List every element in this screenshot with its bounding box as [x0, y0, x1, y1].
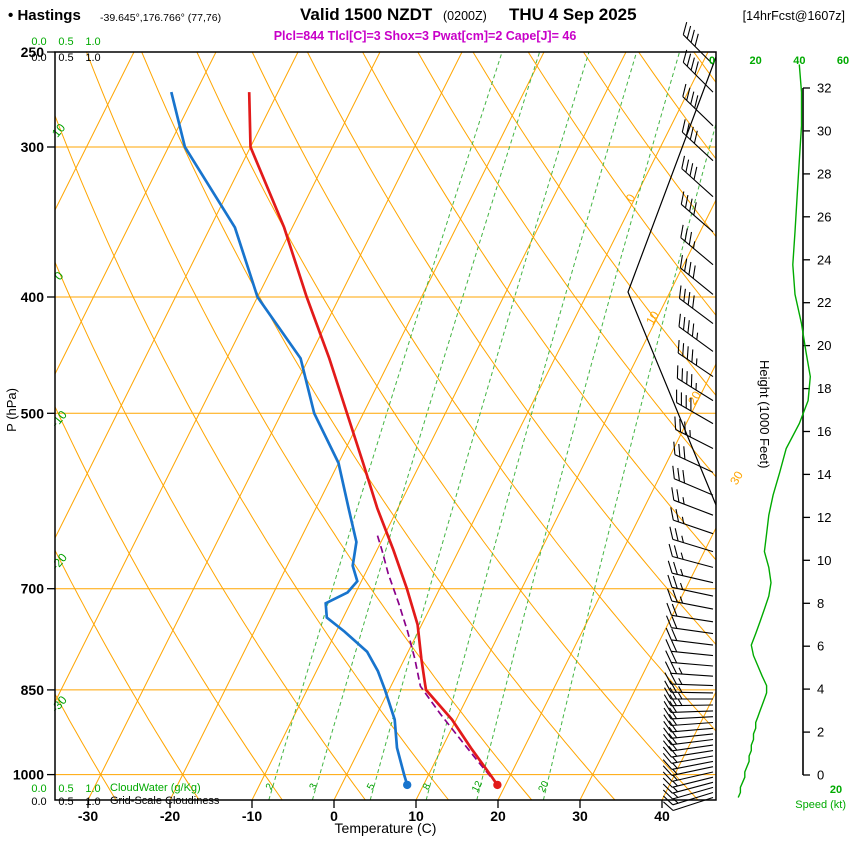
svg-text:16: 16	[817, 424, 831, 439]
svg-text:20: 20	[830, 784, 842, 796]
svg-text:700: 700	[21, 581, 45, 597]
svg-text:0.5: 0.5	[58, 36, 73, 48]
svg-text:30: 30	[727, 468, 746, 487]
isobar-grid	[55, 146, 716, 776]
svg-text:10: 10	[49, 121, 69, 140]
speed-profile	[737, 64, 812, 798]
svg-text:-30: -30	[48, 693, 70, 716]
svg-text:0.5: 0.5	[58, 783, 73, 795]
svg-text:10: 10	[643, 308, 662, 327]
svg-text:30: 30	[817, 123, 831, 138]
svg-text:14: 14	[817, 467, 831, 482]
temperature-axis: -30 -20 -10 0 10 20 30 40	[78, 800, 670, 824]
isotherm-grid	[55, 52, 716, 800]
valid-date: THU 4 Sep 2025	[509, 5, 637, 24]
dry-adiabats	[55, 52, 716, 800]
svg-text:32: 32	[817, 81, 831, 96]
svg-text:40: 40	[793, 55, 805, 67]
svg-text:20: 20	[685, 388, 704, 407]
height-axis-title: Height (1000 Feet)	[757, 360, 772, 469]
cloudwater-scale-label: CloudWater (g/Kg)	[110, 782, 201, 794]
station-coords: -39.645°,176.766° (77,76)	[100, 12, 222, 24]
dewpoint-trace	[169, 91, 409, 786]
svg-text:20: 20	[537, 779, 552, 794]
svg-text:28: 28	[817, 166, 831, 181]
svg-text:10: 10	[408, 808, 424, 824]
svg-text:500: 500	[21, 405, 45, 421]
svg-text:4: 4	[817, 682, 824, 697]
valid-time: Valid 1500 NZDT	[300, 5, 433, 24]
svg-text:-20: -20	[160, 808, 180, 824]
pressure-axis: 250 300 400 500 700 850 1000	[13, 44, 55, 783]
svg-text:8: 8	[817, 596, 824, 611]
svg-text:18: 18	[817, 381, 831, 396]
plot-frame	[54, 51, 717, 801]
wind-barbs	[662, 21, 714, 812]
svg-text:20: 20	[817, 338, 831, 353]
svg-text:30: 30	[572, 808, 588, 824]
surface-temp-dot	[493, 780, 502, 790]
svg-text:0: 0	[709, 55, 715, 67]
svg-text:1.0: 1.0	[85, 52, 100, 64]
svg-text:-10: -10	[48, 408, 70, 431]
svg-text:20: 20	[490, 808, 506, 824]
svg-text:2: 2	[264, 781, 277, 791]
pressure-axis-title: P (hPa)	[4, 388, 19, 432]
svg-text:-10: -10	[242, 808, 262, 824]
valid-time-utc: (0200Z)	[443, 9, 487, 23]
svg-text:60: 60	[837, 55, 849, 67]
svg-text:0: 0	[330, 808, 338, 824]
svg-text:1.0: 1.0	[85, 796, 100, 808]
svg-text:300: 300	[21, 139, 45, 155]
temperature-trace	[247, 92, 499, 786]
svg-text:1000: 1000	[13, 767, 44, 783]
svg-text:1.0: 1.0	[85, 783, 100, 795]
svg-text:8: 8	[421, 781, 434, 791]
svg-text:850: 850	[21, 682, 45, 698]
svg-text:26: 26	[817, 209, 831, 224]
svg-text:400: 400	[21, 289, 45, 305]
surface-dots	[403, 780, 502, 790]
svg-text:0.5: 0.5	[58, 796, 73, 808]
svg-text:5: 5	[365, 781, 378, 791]
svg-text:0.0: 0.0	[31, 36, 46, 48]
station-bullet-icon: •	[8, 7, 14, 24]
svg-text:0.0: 0.0	[31, 52, 46, 64]
svg-text:2: 2	[817, 725, 824, 740]
svg-text:40: 40	[654, 808, 670, 824]
svg-text:24: 24	[817, 252, 831, 267]
svg-text:-30: -30	[78, 808, 98, 824]
svg-text:22: 22	[817, 295, 831, 310]
svg-text:6: 6	[817, 639, 824, 654]
mixing-ratio-lines	[268, 52, 716, 800]
svg-text:12: 12	[817, 510, 831, 525]
forecast-hour: [14hrFcst@1607z]	[742, 9, 845, 23]
cloudiness-scale-label: Grid-Scale Cloudiness	[110, 795, 220, 807]
svg-text:-20: -20	[48, 550, 70, 573]
svg-text:12: 12	[470, 779, 485, 794]
svg-text:250: 250	[21, 44, 45, 60]
temperature-axis-title: Temperature (C)	[334, 820, 437, 836]
svg-text:20: 20	[750, 55, 762, 67]
cloudiness-profile	[627, 56, 717, 506]
svg-text:3: 3	[308, 781, 321, 791]
station-title: • Hastings	[8, 7, 81, 24]
parcel-trace	[376, 533, 499, 786]
speed-axis-title: Speed (kt)	[795, 799, 846, 811]
svg-text:0: 0	[817, 768, 824, 783]
station-name: Hastings	[17, 7, 81, 24]
svg-text:1.0: 1.0	[85, 36, 100, 48]
svg-text:0.5: 0.5	[58, 52, 73, 64]
svg-text:10: 10	[817, 553, 831, 568]
svg-text:0.0: 0.0	[31, 796, 46, 808]
svg-text:0.0: 0.0	[31, 783, 46, 795]
surface-dewpoint-dot	[403, 780, 412, 790]
stability-indices: Plcl=844 Tlcl[C]=3 Shox=3 Pwat[cm]=2 Cap…	[273, 29, 577, 43]
